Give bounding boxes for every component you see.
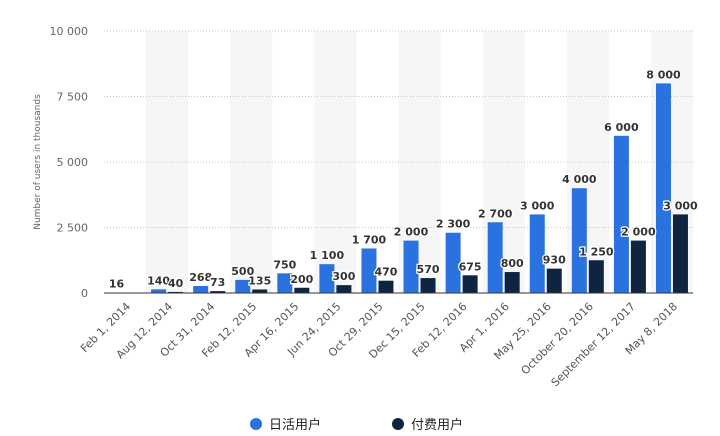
y-tick-label: 7 500 xyxy=(57,91,89,104)
bar-series-1 xyxy=(487,222,503,293)
data-label-series-1: 16 xyxy=(109,278,125,291)
y-tick-label: 2 500 xyxy=(57,222,89,235)
data-label-series-1: 2 000 xyxy=(394,226,429,239)
bar-series-1 xyxy=(571,188,587,293)
bar-series-2 xyxy=(210,291,226,293)
data-label-series-2: 73 xyxy=(210,276,225,289)
bar-series-2 xyxy=(336,285,352,293)
legend-item-series-1[interactable]: 日活用户 xyxy=(250,414,321,433)
data-label-series-2: 570 xyxy=(417,263,440,276)
x-tick-label: September 12, 2017 xyxy=(549,300,638,389)
bar-series-2 xyxy=(168,291,184,293)
data-label-series-1: 750 xyxy=(273,258,296,271)
data-label-series-1: 1 700 xyxy=(352,233,387,246)
bar-series-1 xyxy=(277,273,293,293)
legend-marker-series-1 xyxy=(250,417,262,430)
data-label-series-2: 930 xyxy=(543,254,566,267)
data-label-series-2: 135 xyxy=(248,274,271,287)
x-tick-label: October 20, 2016 xyxy=(519,300,596,377)
data-label-series-2: 800 xyxy=(501,257,524,270)
bar-series-2 xyxy=(672,214,688,293)
data-label-series-2: 40 xyxy=(168,277,184,290)
data-label-series-1: 140 xyxy=(147,274,170,287)
legend-label-series-1: 日活用户 xyxy=(269,418,322,433)
data-label-series-2: 1 250 xyxy=(579,245,614,258)
legend-item-series-2[interactable]: 付费用户 xyxy=(392,414,463,433)
data-label-series-2: 200 xyxy=(290,273,313,286)
data-label-series-2: 300 xyxy=(332,270,355,283)
data-label-series-2: 675 xyxy=(459,260,482,273)
bar-series-2 xyxy=(630,240,646,293)
bar-series-2 xyxy=(252,289,268,293)
y-tick-label: 0 xyxy=(81,287,88,300)
legend-label-series-2: 付费用户 xyxy=(411,418,464,433)
data-label-series-1: 2 700 xyxy=(478,207,513,220)
legend: 日活用户 付费用户 xyxy=(0,414,720,436)
bar-series-2 xyxy=(546,268,562,293)
data-label-series-2: 470 xyxy=(374,266,397,279)
data-label-series-2: 2 000 xyxy=(621,226,656,239)
bar-series-1 xyxy=(235,279,251,293)
bar-series-1 xyxy=(613,135,629,293)
data-label-series-1: 6 000 xyxy=(604,121,639,134)
bar-series-1 xyxy=(529,214,545,293)
y-axis-label: Number of users in thousands xyxy=(33,94,43,230)
bar-series-1 xyxy=(655,83,671,294)
legend-marker-series-2 xyxy=(392,417,404,430)
bar-series-1 xyxy=(361,248,377,293)
data-label-series-1: 3 000 xyxy=(520,199,555,212)
bar-series-2 xyxy=(378,280,394,293)
data-label-series-1: 268 xyxy=(189,271,212,284)
data-label-series-1: 4 000 xyxy=(562,173,597,186)
bar-series-2 xyxy=(588,260,604,293)
bar-series-1 xyxy=(445,232,461,293)
bar-series-2 xyxy=(462,275,478,293)
data-label-series-1: 8 000 xyxy=(646,68,681,81)
bar-series-1 xyxy=(151,289,167,293)
chart: 0 2 500 5 000 7 500 10 000 Number of users in… xyxy=(33,25,699,389)
y-tick-label: 5 000 xyxy=(57,156,89,169)
data-label-series-1: 1 100 xyxy=(310,249,345,262)
bar-series-2 xyxy=(504,272,520,293)
data-label-series-1: 2 300 xyxy=(436,218,471,231)
bar-series-2 xyxy=(420,278,436,293)
bar-series-1 xyxy=(403,240,419,293)
bar-series-1 xyxy=(193,285,209,293)
data-label-series-1: 500 xyxy=(231,265,254,278)
data-label-series-2: 3 000 xyxy=(663,199,698,212)
bar-series-2 xyxy=(294,287,310,293)
y-tick-label: 10 000 xyxy=(50,25,89,38)
bar-series-1 xyxy=(319,264,335,293)
